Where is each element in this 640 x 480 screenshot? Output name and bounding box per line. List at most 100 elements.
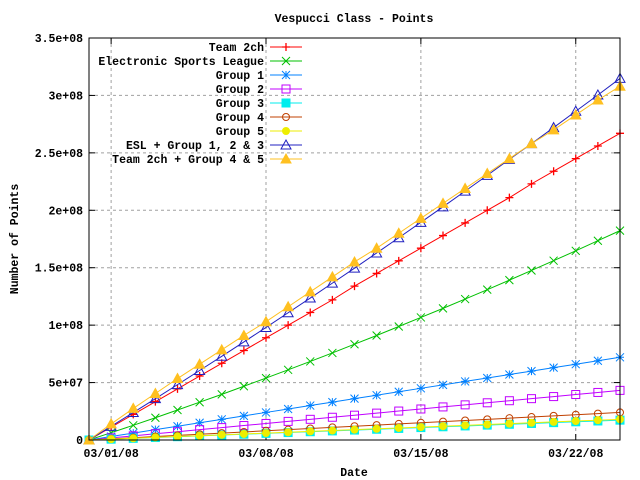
cross-marker (549, 256, 558, 266)
open-triangle-marker (171, 378, 184, 390)
plus-marker (195, 372, 204, 381)
open-triangle-marker (282, 306, 294, 318)
star-marker (438, 380, 448, 390)
filled-triangle-marker (127, 402, 140, 413)
open-square-marker (482, 398, 492, 408)
cross-marker (460, 294, 470, 304)
filled-triangle-marker (171, 372, 184, 384)
filled-triangle-marker (592, 93, 604, 105)
star-marker (283, 404, 293, 414)
plus-marker (282, 43, 290, 51)
plus-marker (483, 206, 492, 215)
y-tick-label: 5e+07 (48, 378, 83, 391)
series-group-1 (84, 352, 625, 445)
open-square-marker (460, 400, 470, 410)
plus-marker (239, 346, 248, 355)
plus-marker (571, 154, 580, 163)
filled-triangle-marker (215, 343, 228, 355)
open-circle-marker (282, 113, 290, 121)
filled-circle-marker (439, 422, 447, 431)
x-axis-label: Date (340, 467, 368, 480)
star-marker (416, 383, 426, 393)
filled-triangle-marker (525, 137, 538, 149)
legend-label: Group 4 (216, 112, 264, 125)
star-marker (372, 390, 381, 400)
filled-circle-marker (505, 419, 514, 428)
star-marker (571, 359, 581, 369)
grid (89, 38, 620, 440)
filled-triangle-marker (238, 329, 250, 340)
star-marker (482, 373, 492, 383)
open-triangle-marker (348, 262, 361, 273)
cross-marker (416, 313, 426, 322)
open-square-marker (372, 408, 382, 418)
open-triangle-marker (304, 292, 317, 303)
filled-triangle-marker (370, 242, 383, 253)
filled-circle-marker (282, 127, 290, 135)
filled-circle-marker (284, 428, 293, 437)
star-marker (281, 70, 291, 80)
plus-marker (394, 256, 403, 265)
legend-label: Electronic Sports League (98, 56, 264, 69)
filled-circle-marker (372, 424, 381, 433)
open-square-marker (350, 410, 359, 420)
y-tick-label: 1.5e+08 (35, 263, 83, 276)
y-tick-label: 3.5e+08 (35, 33, 83, 46)
filled-triangle-marker (193, 358, 206, 369)
cross-marker (261, 373, 271, 383)
cross-marker (217, 390, 227, 399)
chart-title: Vespucci Class - Points (275, 13, 434, 26)
plus-marker (549, 167, 558, 176)
filled-triangle-marker (304, 285, 317, 297)
cross-marker (195, 397, 204, 407)
cross-marker (151, 413, 160, 423)
cross-marker (482, 285, 492, 295)
filled-circle-marker (416, 423, 425, 432)
y-tick-label: 1e+08 (48, 320, 83, 333)
filled-circle-marker (173, 432, 182, 441)
star-marker (549, 363, 558, 372)
x-tick-label: 03/15/08 (393, 448, 448, 461)
star-marker (394, 387, 404, 397)
filled-triangle-marker (280, 152, 292, 164)
filled-triangle-marker (503, 152, 516, 164)
filled-triangle-marker (149, 387, 162, 398)
open-square-marker (305, 414, 315, 424)
series-group-5 (85, 415, 624, 444)
plus-marker (372, 269, 381, 278)
legend-label: Group 3 (216, 98, 264, 111)
star-marker (505, 370, 514, 379)
open-triangle-marker (215, 350, 228, 361)
star-marker (460, 377, 470, 386)
open-triangle-marker (280, 138, 292, 150)
open-triangle-marker (326, 277, 339, 288)
open-square-marker (571, 390, 581, 400)
cross-marker (328, 348, 337, 358)
cross-marker (350, 339, 359, 349)
filled-circle-marker (483, 420, 492, 429)
star-marker (128, 428, 138, 438)
filled-circle-marker (151, 433, 160, 442)
filled-circle-marker (549, 417, 558, 426)
cross-marker (527, 266, 536, 275)
y-tick-label: 3e+08 (48, 90, 83, 103)
open-square-marker (504, 396, 514, 406)
filled-circle-marker (571, 417, 580, 426)
filled-circle-marker (129, 434, 138, 443)
plus-marker (505, 193, 514, 202)
series-team-2ch-group-4-5 (83, 80, 626, 445)
star-marker (239, 411, 249, 421)
open-square-marker (239, 421, 249, 431)
plot-frame (88, 37, 621, 441)
filled-square-marker (281, 98, 291, 108)
open-square-marker (416, 404, 426, 414)
legend-label: Group 5 (216, 126, 264, 139)
filled-triangle-marker (569, 108, 582, 120)
filled-triangle-marker (260, 315, 272, 327)
open-triangle-marker (193, 364, 206, 376)
open-triangle-marker (260, 321, 272, 332)
filled-triangle-marker (415, 212, 427, 223)
cross-marker (239, 381, 249, 391)
plus-marker (262, 333, 270, 342)
open-triangle-marker (238, 335, 250, 347)
